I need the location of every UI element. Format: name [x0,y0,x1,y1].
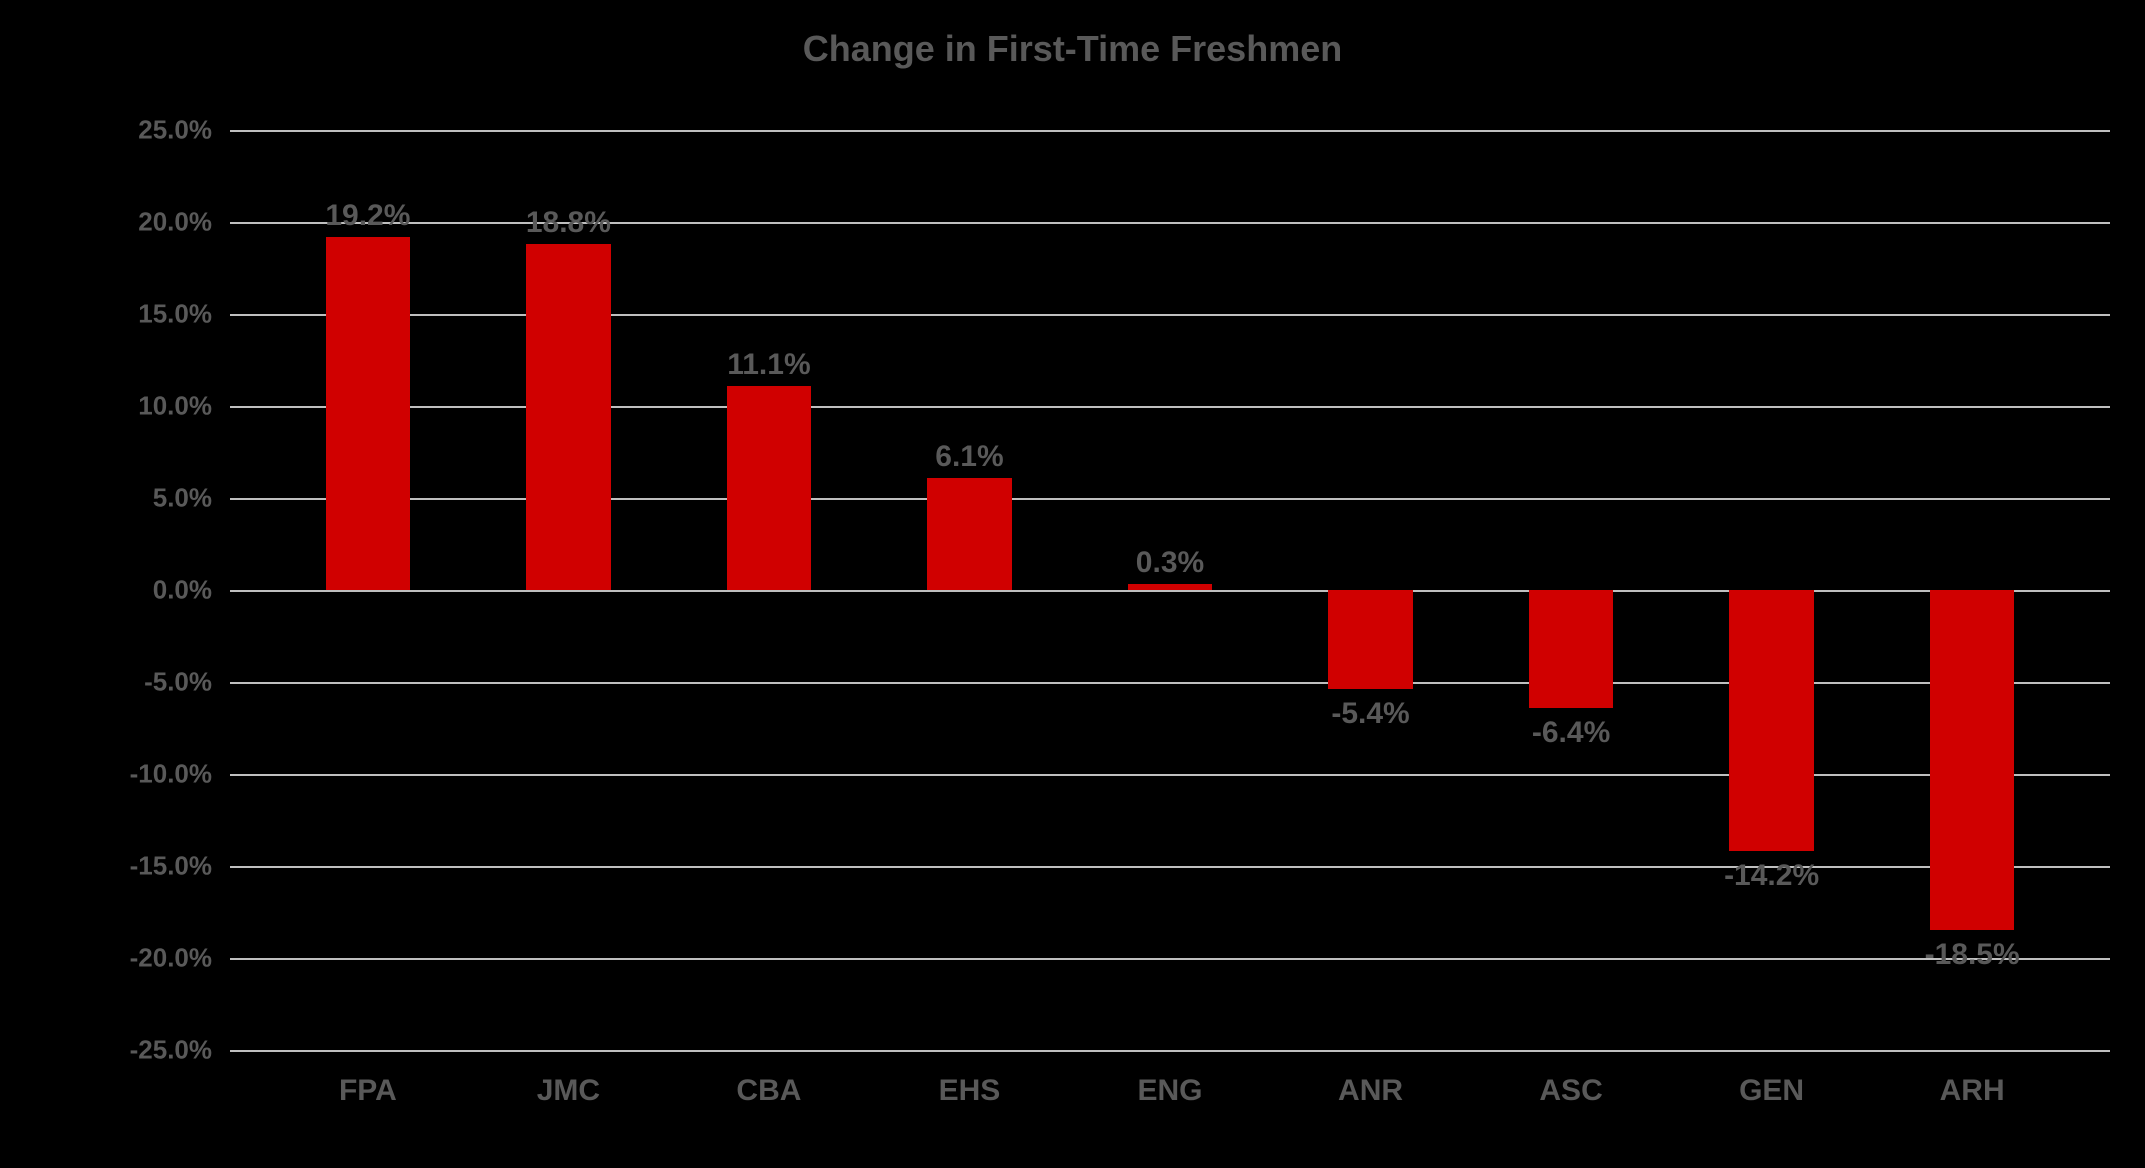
x-tick-label: EHS [939,1074,1001,1108]
bar [526,244,610,590]
x-tick-label: ENG [1137,1074,1202,1108]
bar-value-label: 19.2% [325,199,410,233]
gridline [230,222,2110,224]
x-tick-label: JMC [537,1074,600,1108]
gridline [230,590,2110,592]
gridline [230,498,2110,500]
gridline [230,130,2110,132]
bar-value-label: 18.8% [526,206,611,240]
gridline [230,774,2110,776]
y-tick-label: 25.0% [92,115,212,146]
bar-value-label: 11.1% [727,348,810,382]
bar [1128,584,1212,590]
bar-value-label: -18.5% [1925,938,2020,972]
y-tick-label: 20.0% [92,207,212,238]
bar-value-label: -14.2% [1724,859,1819,893]
gridline [230,866,2110,868]
bar [1328,590,1412,689]
y-tick-label: 15.0% [92,299,212,330]
y-tick-label: -10.0% [92,759,212,790]
bar-value-label: -6.4% [1532,716,1610,750]
y-tick-label: -20.0% [92,943,212,974]
gridline [230,682,2110,684]
bar-value-label: 0.3% [1136,546,1204,580]
y-tick-label: -25.0% [92,1035,212,1066]
bar [326,237,410,590]
bar [1529,590,1613,708]
x-tick-label: ANR [1338,1074,1403,1108]
bar-value-label: 6.1% [935,440,1003,474]
x-tick-label: GEN [1739,1074,1804,1108]
bar [1930,590,2014,930]
x-tick-label: ASC [1539,1074,1602,1108]
gridline [230,1050,2110,1052]
y-tick-label: -5.0% [92,667,212,698]
chart-title: Change in First-Time Freshmen [0,28,2145,70]
bar [927,478,1011,590]
gridline [230,958,2110,960]
x-tick-label: CBA [736,1074,801,1108]
bar [1729,590,1813,851]
bar [727,386,811,590]
bar-value-label: -5.4% [1331,697,1409,731]
x-tick-label: FPA [339,1074,397,1108]
freshmen-change-bar-chart: Change in First-Time Freshmen 19.2% 18.8%… [0,0,2145,1168]
y-tick-label: 5.0% [92,483,212,514]
x-tick-label: ARH [1940,1074,2005,1108]
y-tick-label: 10.0% [92,391,212,422]
plot-area: 19.2% 18.8% 11.1% 6.1% 0.3% -5.4% -6.4% -14.2% -… [230,130,2110,1050]
y-tick-label: 0.0% [92,575,212,606]
gridline [230,314,2110,316]
gridline [230,406,2110,408]
y-tick-label: -15.0% [92,851,212,882]
